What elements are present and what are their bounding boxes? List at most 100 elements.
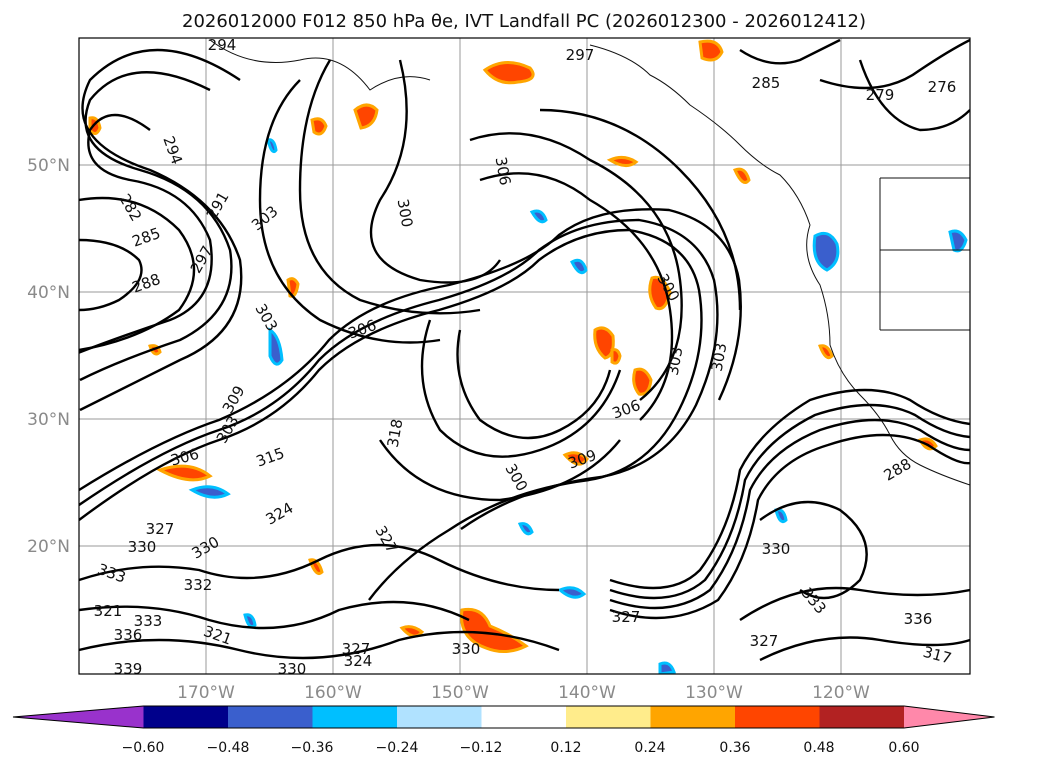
colorbar-tick-label: −0.48 bbox=[207, 740, 250, 756]
map-frame bbox=[78, 37, 971, 675]
contour-line bbox=[79, 71, 233, 382]
shading-patch bbox=[774, 508, 788, 524]
shading-patch bbox=[562, 451, 589, 466]
lat-label-30n: 30°N bbox=[27, 410, 70, 430]
latitude-labels: 50°N 40°N 30°N 20°N bbox=[27, 156, 70, 557]
colorbar-segment bbox=[228, 706, 313, 728]
colorbar-segment bbox=[312, 706, 397, 728]
contour-line bbox=[759, 636, 970, 662]
contour-line bbox=[609, 388, 970, 590]
colorbar-tick-label: 0.36 bbox=[719, 740, 750, 756]
contour-label: 303 bbox=[708, 341, 731, 372]
lon-label-130w: 130°W bbox=[685, 683, 743, 703]
shading-patch bbox=[606, 155, 639, 167]
lat-label-40n: 40°N bbox=[27, 283, 70, 303]
shading-patch bbox=[698, 39, 724, 62]
colorbar bbox=[12, 705, 995, 729]
figure-title: 2026012000 F012 850 hPa θe, IVT Landfall… bbox=[182, 11, 866, 32]
contour-label: 333 bbox=[134, 612, 163, 630]
state-borders bbox=[879, 177, 970, 331]
contour-label: 297 bbox=[566, 46, 595, 64]
shading-patch bbox=[529, 209, 548, 224]
colorbar-segment bbox=[481, 706, 566, 728]
contour-line bbox=[609, 418, 970, 610]
contour-label: 327 bbox=[750, 632, 779, 650]
contour-line bbox=[79, 218, 719, 530]
contour-label: 306 bbox=[492, 155, 515, 186]
shading-patch bbox=[268, 327, 284, 366]
contour-label: 330 bbox=[762, 540, 791, 558]
contour-label: 318 bbox=[384, 417, 407, 448]
shading-patch bbox=[266, 138, 278, 154]
contour-line bbox=[79, 238, 143, 312]
contour-line bbox=[79, 48, 243, 412]
shading-patch bbox=[632, 367, 653, 396]
colorbar-tick-label: −0.60 bbox=[122, 740, 165, 756]
shading-patch bbox=[243, 613, 257, 629]
colorbar-outline bbox=[12, 705, 995, 729]
contour-label: 330 bbox=[128, 538, 157, 556]
contour-label: 321 bbox=[94, 602, 123, 620]
colorbar-tick-label: −0.36 bbox=[291, 740, 334, 756]
shading-patch bbox=[658, 661, 676, 674]
contour-line bbox=[258, 79, 441, 344]
contour-label: 330 bbox=[452, 640, 481, 658]
colorbar-extend-max bbox=[904, 706, 995, 728]
lon-label-140w: 140°W bbox=[558, 683, 616, 703]
colorbar-tick-label: −0.12 bbox=[460, 740, 503, 756]
colorbar-extend-min bbox=[13, 706, 144, 728]
contour-label: 276 bbox=[928, 78, 957, 96]
lon-label-160w: 160°W bbox=[304, 683, 362, 703]
shading-patch bbox=[460, 607, 529, 653]
shading-patch bbox=[557, 586, 587, 599]
contour-label: 332 bbox=[184, 576, 213, 594]
contour-label: 327 bbox=[612, 608, 641, 626]
colorbar-segment bbox=[397, 706, 482, 728]
contour-line bbox=[819, 38, 970, 90]
colorbar-tick-label: 0.12 bbox=[550, 740, 581, 756]
lon-label-170w: 170°W bbox=[177, 683, 235, 703]
contour-label: 336 bbox=[114, 626, 143, 644]
contour-line bbox=[298, 59, 481, 315]
map-background bbox=[79, 38, 970, 674]
contour-line bbox=[456, 329, 612, 440]
contour-line bbox=[858, 59, 970, 132]
contour-label: 285 bbox=[752, 74, 781, 92]
shading-patch bbox=[188, 485, 231, 499]
contour-label: 279 bbox=[866, 86, 895, 104]
lat-label-50n: 50°N bbox=[27, 156, 70, 176]
shading-patch bbox=[812, 231, 840, 272]
contour-label: 336 bbox=[904, 610, 933, 628]
theta-e-contours bbox=[79, 38, 970, 662]
colorbar-segment bbox=[566, 706, 651, 728]
contour-line bbox=[759, 500, 868, 600]
colorbar-labels: −0.60 −0.48 −0.36 −0.24 −0.12 0.12 0.24 … bbox=[122, 740, 920, 756]
contour-line bbox=[479, 172, 674, 421]
shading-patch bbox=[732, 167, 751, 184]
longitude-labels: 170°W 160°W 150°W 140°W 130°W 120°W bbox=[177, 683, 870, 703]
shading-patch bbox=[517, 522, 534, 536]
shading-patch bbox=[948, 229, 968, 253]
map-panel: 294 297 285 279 276 294 282 285 291 288 … bbox=[78, 36, 971, 675]
contour-line bbox=[79, 196, 196, 352]
contour-label: 327 bbox=[342, 640, 371, 658]
colorbar-tick-label: −0.24 bbox=[376, 740, 419, 756]
colorbar-segment bbox=[735, 706, 820, 728]
contour-line bbox=[79, 630, 560, 660]
graticule bbox=[79, 38, 970, 674]
colorbar-segment bbox=[819, 706, 904, 728]
colorbar-segment bbox=[650, 706, 735, 728]
contour-line bbox=[79, 543, 560, 592]
contour-label: 327 bbox=[146, 520, 175, 538]
lon-label-150w: 150°W bbox=[431, 683, 489, 703]
shading-patch bbox=[353, 103, 379, 130]
contour-line bbox=[369, 59, 501, 284]
contour-line bbox=[420, 319, 622, 458]
contour-label: 294 bbox=[208, 36, 237, 54]
ivt-shading bbox=[88, 39, 968, 674]
shading-patch bbox=[482, 61, 535, 85]
lon-label-120w: 120°W bbox=[812, 683, 870, 703]
colorbar-tick-label: 0.24 bbox=[634, 740, 665, 756]
shading-patch bbox=[818, 344, 834, 360]
